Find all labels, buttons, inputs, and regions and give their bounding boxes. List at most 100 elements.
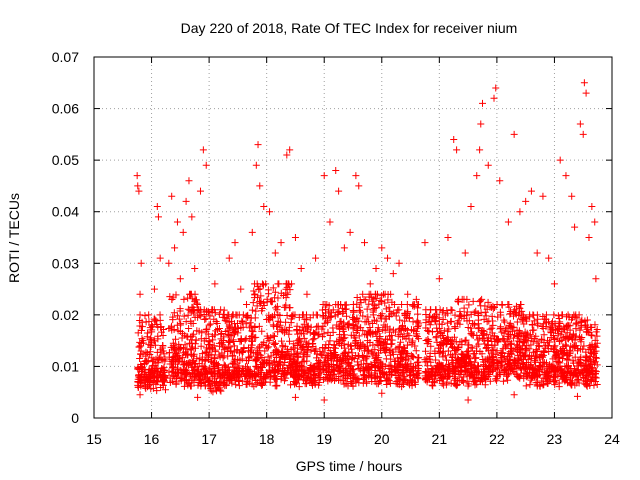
data-point-marker	[534, 249, 541, 256]
data-point-marker	[188, 213, 195, 220]
data-point-marker	[462, 249, 469, 256]
data-point-marker	[528, 188, 535, 195]
data-point-marker	[491, 95, 498, 102]
data-point-marker	[591, 219, 598, 226]
data-point-marker	[174, 322, 181, 329]
data-point-marker	[185, 177, 192, 184]
data-point-marker	[504, 377, 511, 384]
data-point-marker	[356, 307, 363, 314]
data-point-marker	[253, 162, 260, 169]
data-point-marker	[298, 265, 305, 272]
y-tick-label: 0.01	[52, 358, 79, 374]
data-point-marker	[166, 349, 173, 356]
data-point-marker	[157, 255, 164, 262]
data-point-marker	[197, 188, 204, 195]
data-point-marker	[168, 193, 175, 200]
data-point-marker	[194, 394, 201, 401]
y-tick-label: 0.03	[52, 255, 79, 271]
data-point-marker	[347, 229, 354, 236]
y-axis-label: ROTI / TECUs	[6, 193, 22, 283]
chart-title: Day 220 of 2018, Rate Of TEC Index for r…	[181, 20, 518, 36]
data-point-marker	[427, 306, 434, 313]
data-point-marker	[365, 318, 372, 325]
data-point-marker	[272, 304, 279, 311]
data-point-marker	[187, 347, 194, 354]
data-point-marker	[526, 381, 533, 388]
data-point-marker	[517, 301, 524, 308]
data-point-marker	[539, 193, 546, 200]
data-point-marker	[332, 167, 339, 174]
data-point-marker	[562, 172, 569, 179]
data-point-marker	[436, 275, 443, 282]
data-point-marker	[152, 317, 159, 324]
data-point-marker	[265, 354, 272, 361]
data-point-marker	[592, 275, 599, 282]
data-point-marker	[236, 382, 243, 389]
data-point-marker	[155, 213, 162, 220]
data-point-marker	[384, 255, 391, 262]
data-point-marker	[252, 314, 259, 321]
y-tick-label: 0.06	[52, 101, 79, 117]
data-point-marker	[312, 255, 319, 262]
data-point-marker	[252, 308, 259, 315]
data-point-marker	[505, 219, 512, 226]
data-point-marker	[216, 311, 223, 318]
data-point-marker	[355, 182, 362, 189]
data-point-marker	[511, 391, 518, 398]
data-point-marker	[456, 308, 463, 315]
data-point-marker	[447, 318, 454, 325]
data-point-marker	[171, 244, 178, 251]
data-point-marker	[577, 121, 584, 128]
data-point-marker	[239, 319, 246, 326]
x-tick-label: 21	[432, 431, 448, 447]
data-point-marker	[557, 157, 564, 164]
data-point-marker	[326, 219, 333, 226]
data-point-marker	[522, 198, 529, 205]
data-point-marker	[551, 280, 558, 287]
data-point-marker	[593, 374, 600, 381]
data-point-marker	[476, 146, 483, 153]
data-point-marker	[180, 296, 187, 303]
data-point-marker	[378, 244, 385, 251]
data-point-marker	[404, 291, 411, 298]
data-point-marker	[477, 297, 484, 304]
x-tick-label: 20	[374, 431, 390, 447]
data-point-marker	[414, 311, 421, 318]
data-point-marker	[585, 234, 592, 241]
data-point-marker	[250, 299, 257, 306]
data-point-marker	[530, 326, 537, 333]
data-point-marker	[530, 312, 537, 319]
data-point-marker	[593, 333, 600, 340]
data-point-marker	[379, 310, 386, 317]
data-point-marker	[134, 182, 141, 189]
data-point-marker	[500, 317, 507, 324]
x-tick-label: 22	[489, 431, 505, 447]
data-point-marker	[329, 324, 336, 331]
data-point-marker	[545, 255, 552, 262]
data-point-marker	[151, 286, 158, 293]
data-point-marker	[373, 265, 380, 272]
data-point-marker	[243, 301, 250, 308]
data-point-marker	[594, 381, 601, 388]
data-point-marker	[292, 234, 299, 241]
data-point-marker	[160, 332, 167, 339]
data-point-marker	[191, 265, 198, 272]
data-point-marker	[134, 172, 141, 179]
data-point-marker	[292, 394, 299, 401]
y-tick-label: 0.02	[52, 307, 79, 323]
data-point-marker	[176, 316, 183, 323]
data-point-marker	[492, 84, 499, 91]
data-point-marker	[470, 298, 477, 305]
data-point-marker	[413, 347, 420, 354]
data-point-marker	[429, 328, 436, 335]
data-point-marker	[454, 298, 461, 305]
data-point-marker	[479, 100, 486, 107]
data-point-marker	[274, 280, 281, 287]
data-point-marker	[355, 353, 362, 360]
data-point-marker	[467, 203, 474, 210]
data-point-marker	[473, 172, 480, 179]
data-point-marker	[157, 311, 164, 318]
x-tick-label: 16	[144, 431, 160, 447]
data-point-marker	[444, 234, 451, 241]
data-point-marker	[154, 203, 161, 210]
